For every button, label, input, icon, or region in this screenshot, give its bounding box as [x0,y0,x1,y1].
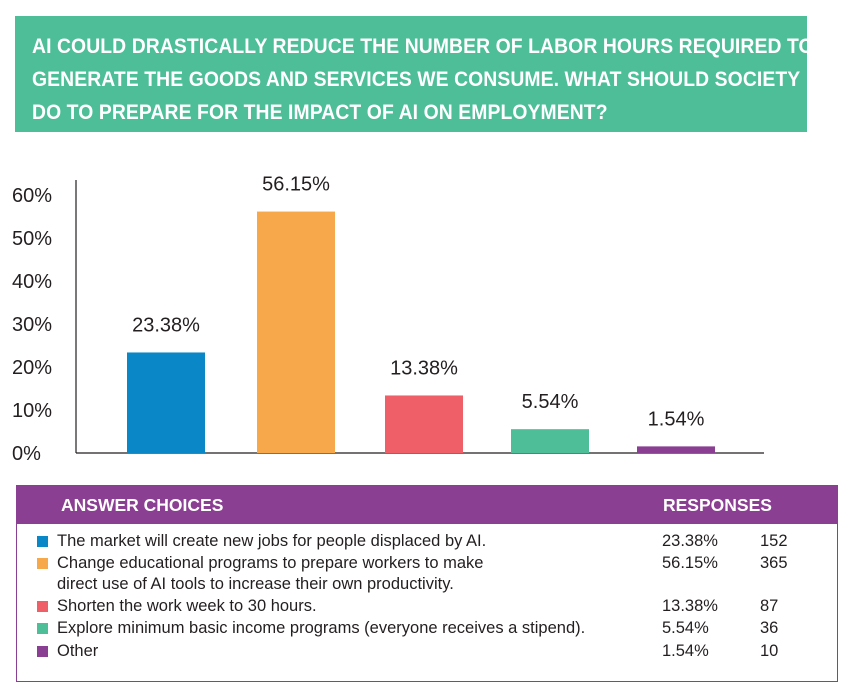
legend-swatch [37,601,48,612]
y-tick-label: 0% [12,443,41,465]
legend-swatch [37,558,48,569]
y-tick-label: 40% [12,271,52,293]
legend-swatch [37,646,48,657]
legend-swatch [37,623,48,634]
bar-data-label: 23.38% [132,314,200,336]
y-tick-label: 10% [12,400,52,422]
y-tick-label: 50% [12,228,52,250]
answer-label: Change educational programs to prepare w… [57,553,657,595]
answer-label: Shorten the work week to 30 hours. [57,597,317,615]
bar-data-label: 13.38% [390,357,458,379]
response-percent: 13.38% [662,597,718,615]
bar [511,429,589,453]
bar [257,211,335,453]
response-percent: 5.54% [662,619,709,637]
legend-swatch [37,536,48,547]
title-line-1: AI COULD DRASTICALLY REDUCE THE NUMBER O… [32,34,814,58]
response-percent: 23.38% [662,532,718,550]
title-line-2: GENERATE THE GOODS AND SERVICES WE CONSU… [32,67,801,91]
title-banner: AI COULD DRASTICALLY REDUCE THE NUMBER O… [15,16,814,132]
answer-table: ANSWER CHOICES RESPONSES The market will… [16,485,838,682]
y-tick-label: 60% [12,185,52,207]
response-percent: 1.54% [662,642,709,660]
title-line-3: DO TO PREPARE FOR THE IMPACT OF AI ON EM… [32,100,608,124]
answer-label: Explore minimum basic income programs (e… [57,619,586,637]
y-tick-label: 30% [12,314,52,336]
answer-label: Other [57,642,99,660]
table-header: ANSWER CHOICES RESPONSES [17,486,837,524]
y-tick-label: 20% [12,357,52,379]
bar [385,395,463,453]
response-count: 152 [760,532,788,550]
header-answer-choices: ANSWER CHOICES [61,495,224,515]
bar [127,352,205,453]
answer-label-line: direct use of AI tools to increase their… [57,575,454,593]
bar-data-label: 5.54% [522,391,579,413]
response-count: 10 [760,642,779,660]
response-percent: 56.15% [662,554,718,572]
bar-data-label: 56.15% [262,174,330,196]
response-count: 365 [760,554,788,572]
answer-label-line: Change educational programs to prepare w… [57,554,484,572]
bar-chart: 0% 10% 20% 30% 40% 50% 60% 23.38% 56.15% 13.38% 5.… [12,174,764,465]
bar-data-label: 1.54% [648,408,705,430]
response-count: 87 [760,597,779,615]
header-responses: RESPONSES [663,495,772,515]
response-count: 36 [760,619,779,637]
bar [637,446,715,453]
answer-label: The market will create new jobs for peop… [57,532,487,550]
